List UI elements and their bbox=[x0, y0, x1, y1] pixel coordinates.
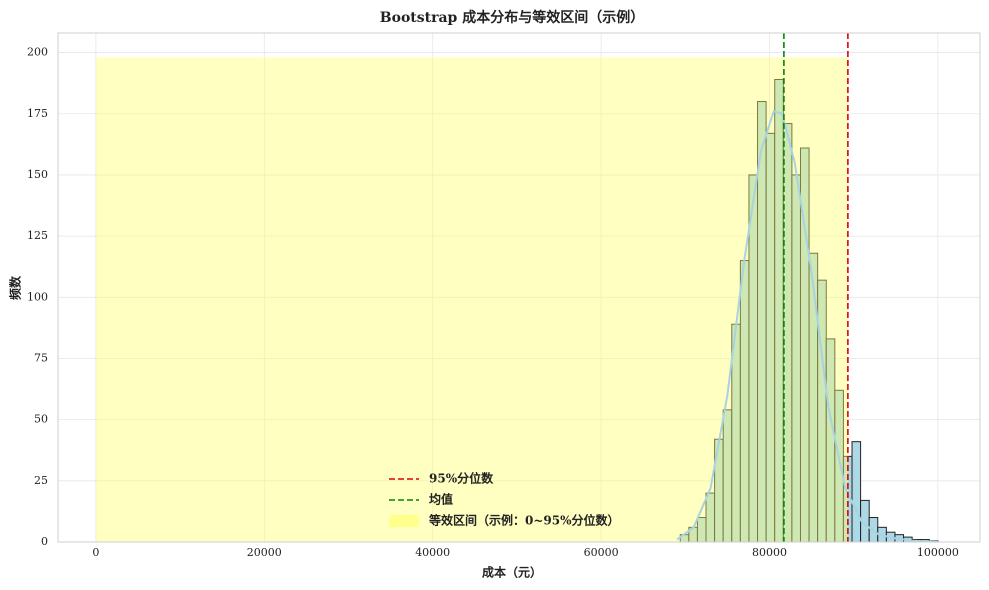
legend-symbol bbox=[389, 515, 419, 527]
x-tick-label: 20000 bbox=[247, 546, 282, 559]
y-tick-label: 75 bbox=[34, 351, 48, 364]
x-tick-label: 40000 bbox=[415, 546, 450, 559]
y-axis-label: 频数 bbox=[8, 275, 23, 300]
y-tick-label: 175 bbox=[27, 107, 48, 120]
y-tick-label: 25 bbox=[34, 474, 48, 487]
x-tick-label: 100000 bbox=[917, 546, 959, 559]
legend-label: 均值 bbox=[429, 492, 453, 507]
x-axis-label: 成本（元） bbox=[482, 565, 542, 580]
y-tick-label: 100 bbox=[27, 290, 48, 303]
kde-curve bbox=[676, 110, 938, 543]
y-tick-label: 200 bbox=[27, 46, 48, 59]
y-tick-label: 50 bbox=[34, 413, 48, 426]
shaded-interval bbox=[95, 57, 848, 542]
x-tick-label: 0 bbox=[92, 546, 99, 559]
x-tick-label: 80000 bbox=[752, 546, 787, 559]
legend-label: 等效区间（示例：0~95%分位数） bbox=[428, 513, 620, 528]
y-tick-label: 0 bbox=[41, 535, 48, 548]
y-tick-label: 125 bbox=[27, 229, 48, 242]
histogram-bar bbox=[851, 441, 862, 543]
x-tick-label: 60000 bbox=[584, 546, 619, 559]
plot-frame bbox=[57, 32, 981, 543]
y-tick-label: 150 bbox=[27, 168, 48, 181]
chart-title: Bootstrap 成本分布与等效区间（示例） bbox=[380, 9, 644, 26]
legend-label: 95%分位数 bbox=[429, 471, 494, 486]
